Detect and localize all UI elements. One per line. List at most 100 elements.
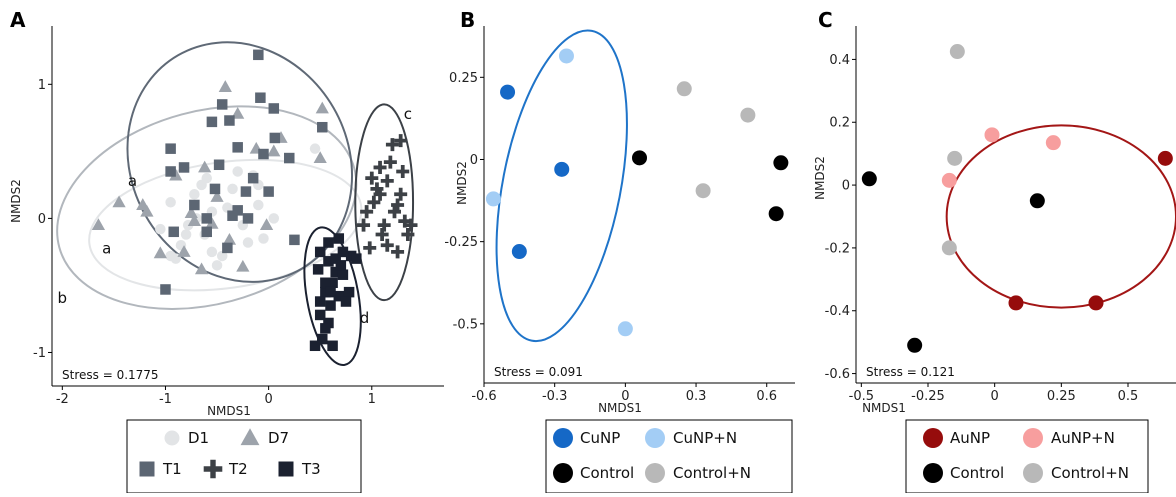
- point-t2: [363, 241, 377, 255]
- point-t1: [165, 166, 176, 177]
- point-cunp-plusn: [617, 321, 633, 337]
- x-tick-label: -2: [56, 392, 69, 407]
- y-tick-label: -0.25: [444, 235, 478, 250]
- legend-item-aunp-plusn: AuNP+N: [1023, 428, 1115, 448]
- point-cunp: [554, 161, 570, 177]
- y-tick-label: 0: [470, 153, 478, 168]
- x-tick-label: 0.3: [686, 389, 707, 404]
- panel-c: C -0.5 -0.25 0 0.25 0.5 0.4 0.2 0 -0.2 -0.4 -0.6 NMD…: [813, 8, 1176, 494]
- point-t2: [394, 187, 408, 201]
- point-t3: [351, 253, 362, 264]
- y-tick-label: 0.4: [829, 53, 850, 68]
- legend-marker-control-plusn: [645, 463, 665, 483]
- point-d1: [268, 213, 280, 224]
- point-t3: [320, 323, 331, 334]
- confidence-ellipse-t2: [354, 103, 415, 302]
- point-t3: [320, 277, 331, 289]
- point-t2: [373, 187, 387, 201]
- plot-area: [861, 44, 1176, 353]
- point-d1: [216, 250, 228, 262]
- point-d7: [153, 246, 167, 259]
- point-t1: [240, 186, 252, 197]
- y-tick-label: 0.25: [449, 71, 478, 86]
- point-t2: [404, 218, 418, 232]
- confidence-ellipse-cunp: [495, 29, 628, 343]
- point-control: [1029, 193, 1045, 209]
- legend-marker-control: [553, 463, 573, 483]
- legend-label: T2: [228, 460, 248, 478]
- y-tick-label: -0.2: [825, 241, 850, 256]
- x-tick-label: 1: [368, 392, 376, 407]
- group-letter: a: [128, 172, 137, 190]
- point-d1: [189, 189, 200, 200]
- group-letter: c: [404, 105, 412, 123]
- point-t1: [289, 234, 300, 246]
- point-t1: [269, 132, 281, 144]
- point-t3: [314, 246, 326, 258]
- point-d1: [180, 229, 192, 240]
- point-t2: [373, 160, 387, 174]
- point-t3: [323, 237, 334, 248]
- legend-label: Control: [950, 464, 1004, 482]
- legend-item-control: Control: [923, 463, 1004, 483]
- legend-label: D1: [188, 429, 209, 447]
- point-control-plusn: [676, 81, 692, 97]
- point-d7: [222, 233, 237, 245]
- confidence-ellipse-d7: [56, 105, 358, 310]
- legend-item-cunp-plusn: CuNP+N: [645, 428, 737, 448]
- point-t1: [242, 213, 254, 224]
- legend-marker-cunp-plusn: [645, 428, 665, 448]
- point-t3: [327, 340, 338, 352]
- point-t1: [232, 205, 243, 216]
- point-control-plusn: [949, 44, 965, 60]
- point-aunp: [1157, 150, 1173, 166]
- point-control-plusn: [947, 150, 963, 166]
- legend-box: [126, 419, 362, 494]
- y-tick-label: 0: [842, 179, 850, 194]
- point-t1: [168, 226, 179, 238]
- legend-item-d7: D7: [240, 428, 289, 447]
- point-t3: [330, 253, 341, 264]
- legend-label: Control+N: [1051, 464, 1129, 482]
- point-t1: [189, 199, 200, 211]
- point-t3: [335, 260, 347, 271]
- point-t3: [337, 269, 349, 280]
- confidence-ellipse-t1: [126, 41, 354, 283]
- point-t1: [213, 159, 225, 171]
- point-t1: [247, 172, 259, 184]
- point-t2: [383, 155, 397, 169]
- point-t2: [396, 164, 410, 178]
- y-axis-label: NMDS2: [813, 156, 827, 200]
- point-t1: [201, 213, 212, 224]
- point-t1: [268, 103, 280, 114]
- point-d7: [140, 204, 154, 217]
- stress-value: Stress = 0.091: [494, 365, 583, 379]
- x-tick-label: -0.6: [471, 389, 496, 404]
- point-t2: [357, 218, 371, 232]
- point-t2: [380, 174, 394, 188]
- point-cunp: [511, 244, 527, 260]
- point-t3: [317, 333, 328, 345]
- point-d1: [222, 202, 233, 213]
- point-aunp-plusn: [1045, 135, 1061, 151]
- point-d1: [242, 237, 254, 248]
- point-d7: [177, 245, 191, 257]
- point-d7: [315, 101, 329, 114]
- point-aunp: [1088, 295, 1104, 311]
- legend-marker-d7: [240, 428, 260, 446]
- point-d7: [259, 218, 274, 231]
- point-t3: [333, 233, 345, 244]
- point-d1: [155, 223, 166, 235]
- y-tick-label: -0.5: [453, 317, 478, 332]
- legend-label: Control: [580, 464, 634, 482]
- point-t1: [255, 92, 266, 103]
- x-tick-label: 0.6: [756, 389, 777, 404]
- point-t2: [360, 205, 374, 219]
- plot-area: [485, 29, 789, 343]
- point-d1: [206, 246, 218, 258]
- point-d7: [236, 259, 250, 272]
- legend: CuNP CuNP+N Control Control+N: [545, 419, 793, 494]
- confidence-ellipse-t3: [303, 226, 362, 366]
- y-tick-label: 0.2: [829, 116, 850, 131]
